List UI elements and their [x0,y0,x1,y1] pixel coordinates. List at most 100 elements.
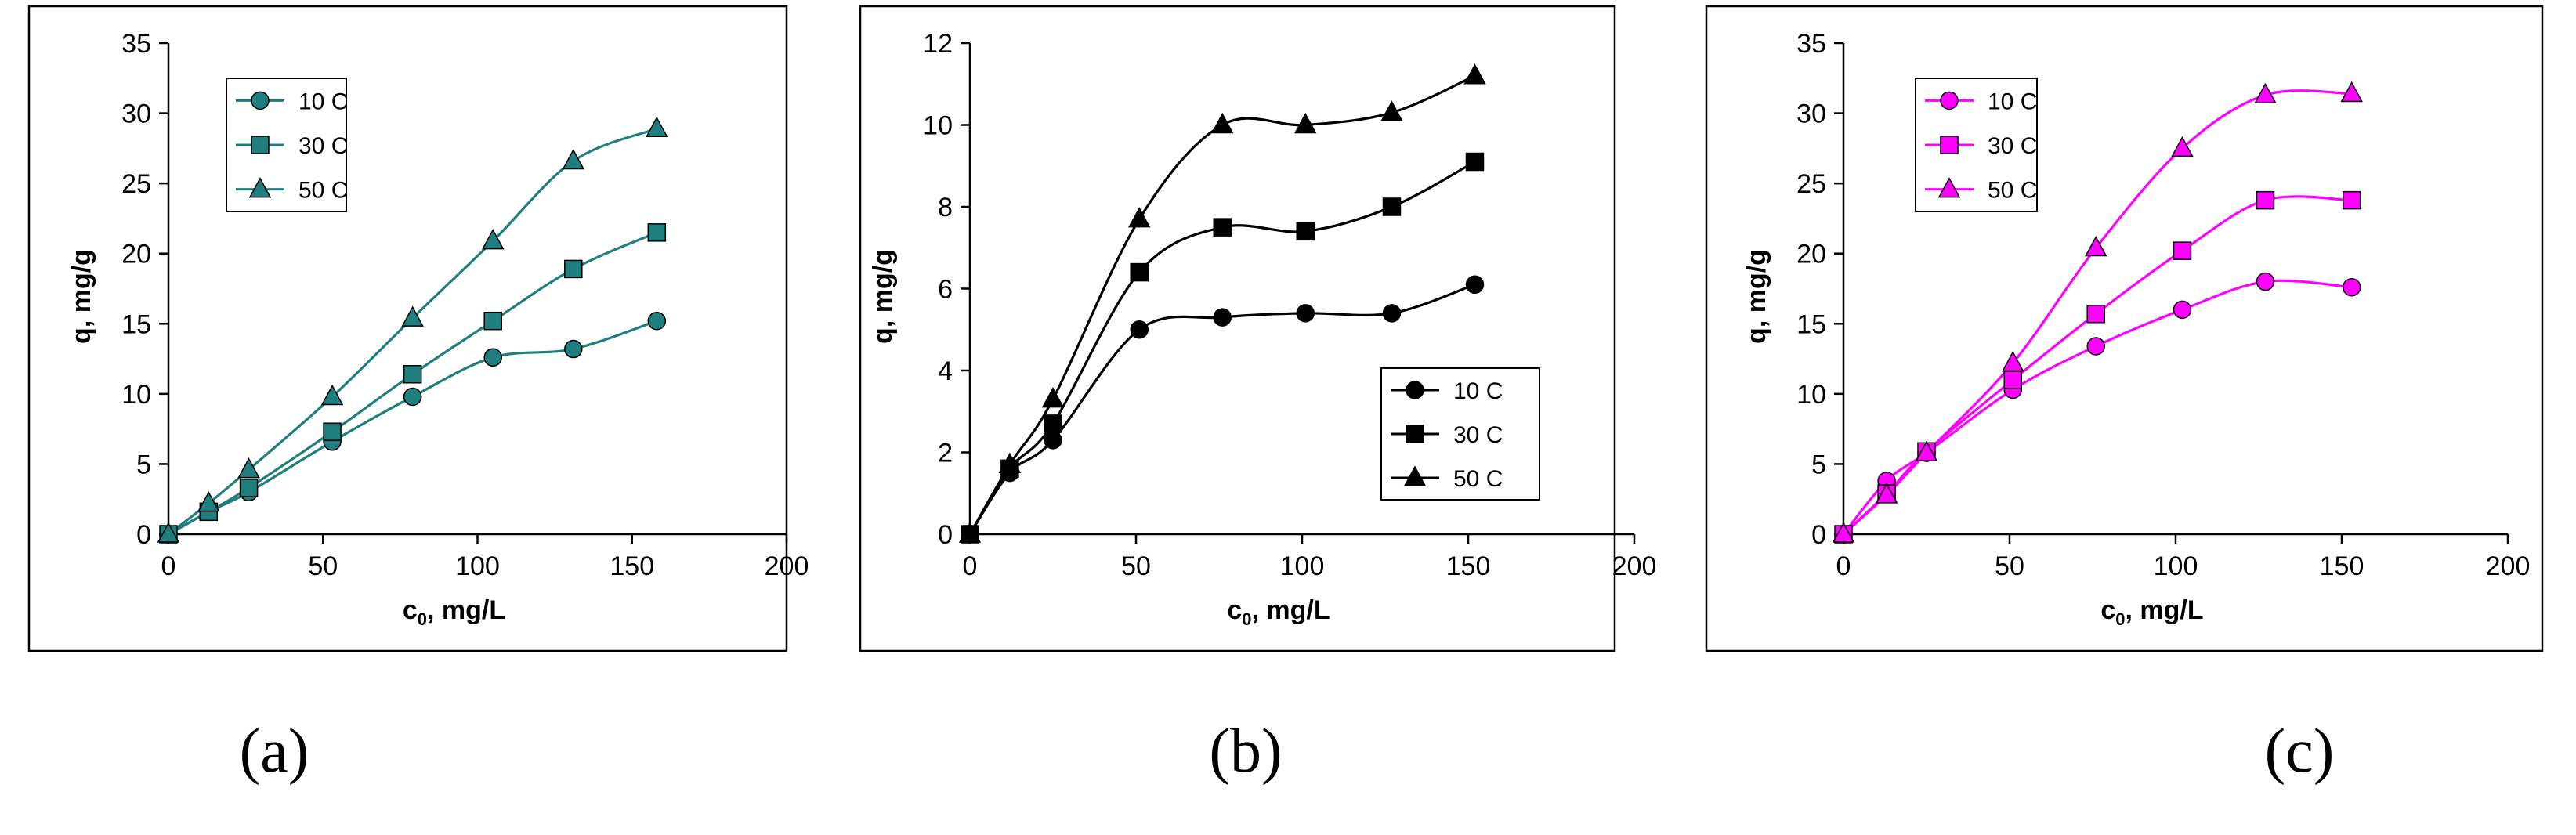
panel-b-series-3-point [1041,387,1065,408]
panel-b-x-tick-label: 0 [963,551,978,581]
panel-a-y-tick-label: 20 [121,240,151,269]
panel-a-series-3-point [197,491,220,512]
panel-b-series-3-point [998,452,1022,473]
panel-a-legend-label: 30 C [298,133,348,159]
panel-c-x-tick-label: 0 [1836,551,1851,581]
panel-b-legend-label: 50 C [1453,466,1503,492]
panel-c-y-tick-label: 10 [1796,380,1826,410]
panel-b-y-tick-label: 8 [938,193,953,222]
panel-c-series-3-point [2084,235,2107,257]
panel-b-y-axis-label: q, mg/g [868,249,898,344]
panel-c-series-3-line [1842,89,2352,536]
panel-a-x-axis-label: c0, mg/L [403,595,505,629]
panel-b-y-tick-label: 10 [923,111,953,141]
chart-panel-c: 0 5 10 15 20 25 30 35 0 50 100 150 200 c0, mg/L q, mg/… [1705,5,2544,652]
panel-a-series-2-point [483,311,502,331]
panel-c-x-tick-label: 200 [2486,551,2531,581]
panel-c-series-2-point [2256,190,2275,210]
panel-a-series-3-point [646,116,668,138]
panel-b-series-1-point [1044,431,1062,450]
panel-b-series-3-point [1210,112,1234,134]
panel-b-y-tick-label: 12 [923,29,953,59]
panel-b-series-3-point [1380,100,1403,121]
panel-b-x-tick-label: 100 [1280,551,1325,581]
panel-a-x-tick-label: 200 [765,551,809,581]
panel-c-series-1-point [2256,272,2275,291]
panel-c-series-1-point [2173,300,2192,320]
panel-a-legend-label: 50 C [298,178,348,204]
panel-b-series-3-point [958,522,982,543]
panel-b-legend-label: 10 C [1453,378,1503,404]
panel-b-legend-marker [1403,465,1427,486]
panel-b-legend-marker [1406,425,1424,443]
panel-b-series-3-line [968,74,1476,535]
panel-a-y-axis-label: q, mg/g [67,249,96,344]
panel-b-y-tick-label: 0 [938,520,953,550]
panel-b-series-1-point [1465,275,1485,295]
panel-a-series-3-point [157,522,180,543]
panel-b-series-2-point [1296,222,1315,241]
panel-c-series-1-point [2086,337,2105,356]
panel-a-series-1-point [564,339,583,359]
panel-b-caption: (b) [1209,717,1282,786]
panel-c-y-tick-label: 15 [1796,309,1826,339]
panel-b-series-1-point [1296,304,1315,323]
panel-a-series-1-point [483,348,502,367]
panel-b-series-3-point [1293,112,1317,134]
panel-a-series-3-point [481,229,505,250]
chart-panel-a: 0 5 10 15 20 25 30 35 0 50 100 150 200 c0, mg/L q, mg/… [27,5,809,652]
chart-panel-b: 0 2 4 6 8 10 12 0 50 100 150 200 c0, mg/L q, mg/g 10 C… [859,5,1657,652]
panel-b-series-1-point [1130,320,1149,339]
panel-a-y-tick-label: 25 [121,169,151,199]
panel-b-series-3-point [1127,207,1151,228]
panel-b-x-axis-label: c0, mg/L [1227,595,1330,629]
panel-a-y-tick-label: 5 [136,450,151,479]
panel-a-x-tick-label: 0 [161,551,176,581]
panel-c-y-tick-label: 30 [1796,99,1826,129]
panel-c-y-tick-label: 20 [1796,240,1826,269]
panel-b-x-tick-label: 150 [1446,551,1491,581]
panel-b-x-tick-label: 50 [1121,551,1151,581]
panel-c-series-3-point [2254,82,2277,104]
panel-c-series-3-point [2340,81,2363,103]
panel-c-y-tick-label: 5 [1811,450,1826,479]
panel-c-series-2-point [2003,371,2022,389]
panel-c-legend-marker [1940,91,1959,110]
panel-a-y-tick-label: 35 [121,29,151,59]
panel-c-legend-label: 30 C [1988,133,2037,159]
panel-a-caption: (a) [240,717,309,786]
panel-c-series-3-point [1915,440,1938,461]
panel-b-x-tick-label: 200 [1612,551,1657,581]
panel-b-series-2-point [1130,262,1149,282]
panel-a-series-1-point [403,387,422,407]
panel-c-y-tick-label: 25 [1796,169,1826,199]
panel-a-y-tick-label: 0 [136,520,151,550]
panel-c-legend-label: 10 C [1988,89,2037,114]
panel-c-series-2-point [2342,190,2361,210]
panel-c-legend-marker [1940,136,1959,154]
panel-a-legend-label: 10 C [298,89,348,114]
panel-b-legend-label: 30 C [1453,422,1503,448]
panel-b-series-2-point [1044,414,1062,433]
panel-c-series-1-point [2342,277,2361,297]
panel-c-y-tick-label: 35 [1796,29,1826,59]
panel-c-series-3-point [1832,522,1855,543]
panel-c-series-3-point [1875,483,1898,504]
panel-a-y-tick-label: 15 [121,309,151,339]
panel-b-y-tick-label: 6 [938,275,953,305]
panel-b-series-1-point [1382,304,1402,323]
panel-b-series-1-point [1213,308,1232,327]
panel-a-series-1-point [647,311,667,331]
panel-a-x-tick-label: 150 [610,551,654,581]
panel-a-series-2-point [564,259,583,279]
panel-c-caption: (c) [2265,717,2335,786]
panel-c-y-axis-label: q, mg/g [1742,249,1771,344]
panel-c-series-2-point [2173,241,2192,260]
panel-c-frame [1705,5,2544,652]
panel-b-series-3-point [1463,63,1486,85]
panel-c-x-tick-label: 150 [2320,551,2364,581]
panel-c-series-3-point [2171,136,2194,157]
panel-b-series-2-point [1213,218,1232,237]
panel-a-series-2-point [239,479,259,497]
panel-b-y-tick-label: 2 [938,439,953,468]
